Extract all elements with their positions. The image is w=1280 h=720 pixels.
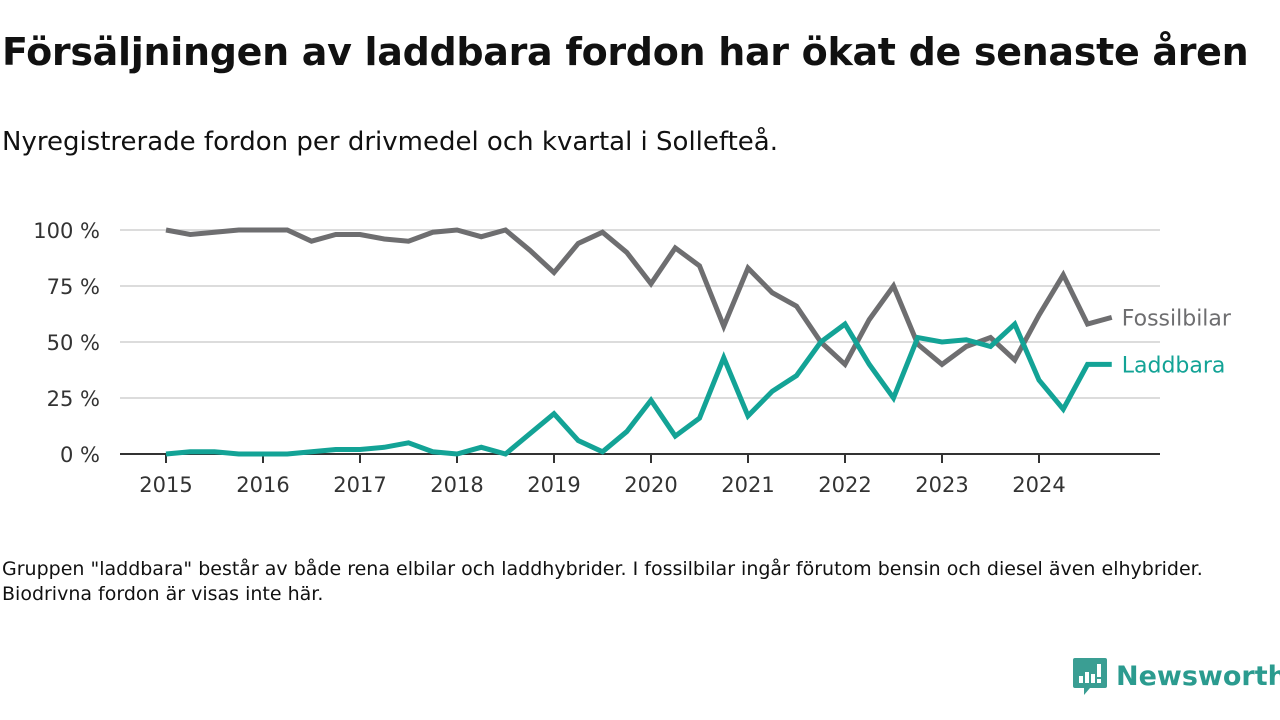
y-tick-label: 50 % (47, 331, 100, 355)
y-tick-label: 75 % (47, 275, 100, 299)
x-tick-label: 2015 (139, 473, 192, 497)
x-tick-label: 2024 (1012, 473, 1065, 497)
series-label-fossilbilar: Fossilbilar (1122, 306, 1232, 331)
y-tick-label: 0 % (60, 443, 100, 467)
newsworthy-logo: Newsworthy (1072, 656, 1280, 696)
footnote: Gruppen "laddbara" består av både rena e… (2, 558, 1203, 605)
line-chart: 0 % 25 % 50 % 75 % 100 % 2015 2016 2017 2018 2019… (33, 219, 1232, 497)
logo-icon (1073, 658, 1107, 695)
x-tick-label: 2016 (236, 473, 289, 497)
chart-title: Försäljningen av laddbara fordon har öka… (2, 30, 1249, 74)
y-tick-label: 25 % (47, 387, 100, 411)
logo-text: Newsworthy (1116, 660, 1280, 692)
x-tick-label: 2017 (333, 473, 386, 497)
x-tick-label: 2022 (818, 473, 871, 497)
series-label-laddbara: Laddbara (1122, 353, 1226, 378)
x-tick-label: 2019 (527, 473, 580, 497)
y-tick-label: 100 % (33, 219, 100, 243)
x-tick-label: 2018 (430, 473, 483, 497)
x-tick-label: 2023 (915, 473, 968, 497)
series-line-fossilbilar (165, 227, 1113, 369)
x-tick-label: 2021 (721, 473, 774, 497)
x-tick-label: 2020 (624, 473, 677, 497)
series-line-laddbara (165, 319, 1112, 457)
chart-subtitle: Nyregistrerade fordon per drivmedel och … (2, 127, 778, 157)
